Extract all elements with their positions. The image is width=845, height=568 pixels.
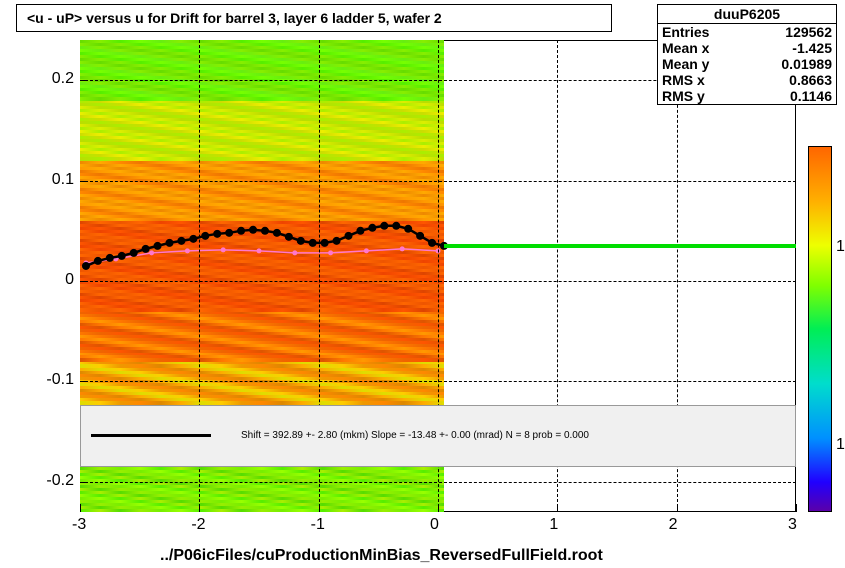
stats-rmsy-value: 0.1146 [790, 88, 832, 104]
footer-path-text: ../P06icFiles/cuProductionMinBias_Revers… [160, 547, 603, 564]
fit-legend: Shift = 392.89 +- 2.80 (mkm) Slope = -13… [80, 405, 796, 467]
x-tick-label: -3 [72, 516, 86, 534]
colorbar-tick-label: 10 [836, 436, 845, 454]
grid-hline [80, 482, 796, 483]
stats-row-meanx: Mean x -1.425 [658, 40, 836, 56]
tick-mark [80, 482, 88, 483]
plot-title-text: <u - uP> versus u for Drift for barrel 3… [27, 10, 442, 26]
root-canvas: <u - uP> versus u for Drift for barrel 3… [0, 0, 845, 568]
tick-mark [80, 80, 88, 81]
y-tick-label: 0 [65, 271, 74, 289]
stats-rmsy-label: RMS y [662, 88, 705, 104]
stats-meanx-value: -1.425 [792, 40, 832, 56]
tick-mark [80, 281, 88, 282]
tick-mark [438, 504, 439, 512]
stats-rmsx-label: RMS x [662, 72, 705, 88]
plot-title: <u - uP> versus u for Drift for barrel 3… [16, 4, 612, 32]
x-tick-label: 2 [669, 516, 678, 534]
tick-mark [199, 504, 200, 512]
stats-row-meany: Mean y 0.01989 [658, 56, 836, 72]
stats-rmsx-value: 0.8663 [789, 72, 832, 88]
x-tick-label: 1 [549, 516, 558, 534]
tick-mark [796, 504, 797, 512]
colorbar-tick-label: 1 [836, 238, 845, 256]
stats-entries-value: 129562 [785, 24, 832, 40]
y-tick-label: 0.1 [52, 171, 74, 189]
x-tick-label: 0 [430, 516, 439, 534]
x-tick-label: -1 [311, 516, 325, 534]
tick-mark [80, 504, 81, 512]
tick-mark [80, 381, 88, 382]
y-tick-label: 0.2 [52, 70, 74, 88]
grid-hline [80, 381, 796, 382]
legend-text: Shift = 392.89 +- 2.80 (mkm) Slope = -13… [241, 430, 589, 441]
colorbar [808, 146, 832, 512]
stats-meany-value: 0.01989 [781, 56, 832, 72]
stats-row-rmsx: RMS x 0.8663 [658, 72, 836, 88]
stats-meany-label: Mean y [662, 56, 709, 72]
stats-row-entries: Entries 129562 [658, 24, 836, 40]
fit-line-green [444, 244, 796, 248]
tick-mark [677, 504, 678, 512]
tick-mark [557, 504, 558, 512]
tick-mark [319, 504, 320, 512]
stats-box: duuP6205 Entries 129562 Mean x -1.425 Me… [657, 4, 837, 105]
stats-entries-label: Entries [662, 24, 709, 40]
y-tick-label: -0.1 [46, 371, 74, 389]
y-tick-label: -0.2 [46, 472, 74, 490]
legend-line-sample [91, 434, 211, 437]
stats-name: duuP6205 [658, 5, 836, 24]
stats-meanx-label: Mean x [662, 40, 709, 56]
tick-mark [80, 181, 88, 182]
grid-hline [80, 281, 796, 282]
stats-row-rmsy: RMS y 0.1146 [658, 88, 836, 104]
footer-path: ../P06icFiles/cuProductionMinBias_Revers… [160, 547, 603, 565]
x-tick-label: -2 [191, 516, 205, 534]
x-tick-label: 3 [788, 516, 797, 534]
grid-hline [80, 181, 796, 182]
